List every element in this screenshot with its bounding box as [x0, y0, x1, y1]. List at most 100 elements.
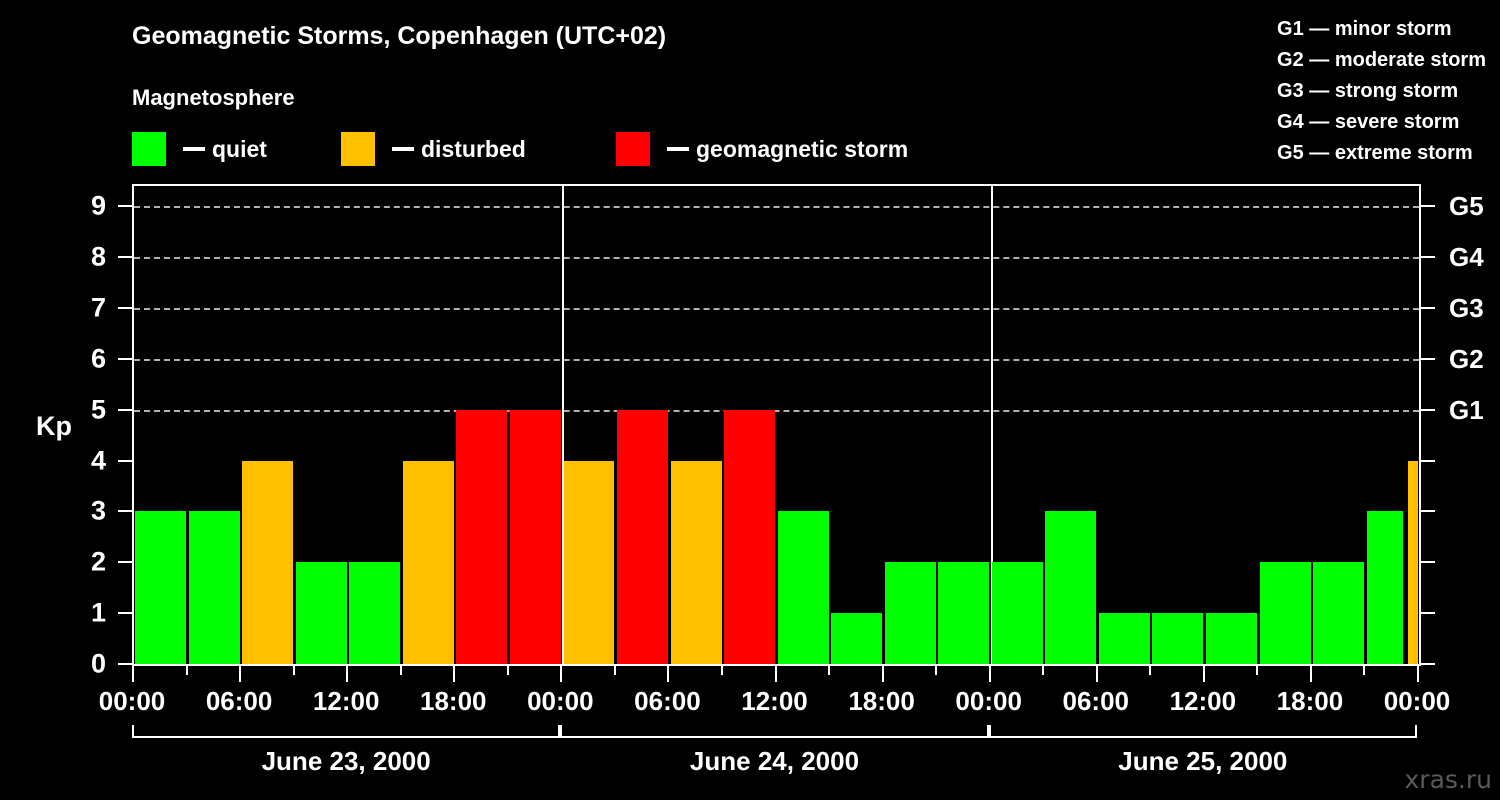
day-band-label: June 25, 2000: [1118, 746, 1288, 776]
day-separator-line: [990, 186, 993, 664]
bar-kp-5: [617, 409, 668, 664]
x-tick-label: 18:00: [420, 686, 487, 716]
day-bands: June 23, 2000 June 24, 2000 June 25, 2000: [132, 725, 1421, 796]
bar-kp-2: [938, 562, 990, 664]
y-tick-mark: [118, 205, 132, 208]
day-band: June 24, 2000: [560, 725, 989, 790]
legend-swatch-quiet: [132, 132, 166, 166]
x-tick-major: [560, 666, 563, 682]
g-tick-mark-minor: [1421, 561, 1435, 564]
g-legend-code: G1: [1277, 18, 1304, 40]
y-tick-label: 4: [90, 445, 106, 476]
g-legend-code: G3: [1277, 80, 1304, 102]
y-tick-label: 3: [90, 495, 106, 526]
g-tick-mark: [1421, 205, 1435, 208]
gridline: [134, 308, 1419, 311]
g-tick-mark: [1421, 256, 1435, 259]
day-band-label: June 23, 2000: [261, 746, 431, 776]
y-tick-mark: [118, 561, 132, 564]
x-tick-label: 06:00: [634, 686, 701, 716]
plot-inner: [134, 186, 1419, 664]
day-band: June 23, 2000: [132, 725, 561, 790]
bar-kp-5: [724, 409, 776, 664]
x-tick-major: [988, 666, 991, 682]
day-separator-line: [562, 186, 565, 664]
x-tick-label: 18:00: [848, 686, 915, 716]
bar-kp-4: [1407, 460, 1418, 664]
bar-kp-3: [777, 511, 829, 664]
bar-kp-2: [884, 562, 936, 664]
bar-kp-2: [1313, 562, 1365, 664]
g-tick-label: G5: [1449, 191, 1484, 222]
bar-kp-2: [991, 562, 1043, 664]
y-tick-label: 2: [90, 546, 106, 577]
x-tick-major: [132, 666, 134, 682]
bar-kp-3: [188, 511, 240, 664]
y-tick-label: 0: [90, 648, 106, 679]
day-band-line: [560, 736, 989, 738]
x-tick-major: [239, 666, 242, 682]
g-legend-code: G5: [1277, 142, 1304, 164]
g-legend-dash-icon: —: [1309, 18, 1330, 40]
day-band-tick-left: [560, 725, 563, 738]
g-legend-row-g2: G2 — moderate storm: [1277, 45, 1486, 76]
g-legend-row-g3: G3 — strong storm: [1277, 76, 1486, 107]
g-legend-row-g1: G1 — minor storm: [1277, 14, 1486, 45]
x-tick-major: [453, 666, 456, 682]
y-tick-mark: [118, 663, 132, 665]
subtitle: Magnetosphere: [132, 85, 295, 110]
legend-entry-disturbed: disturbed: [341, 132, 526, 166]
g-legend-dash-icon: —: [1309, 142, 1330, 164]
x-tick-major: [774, 666, 777, 682]
g-tick-label: G1: [1449, 394, 1484, 425]
x-tick-minor: [935, 666, 938, 675]
bar-kp-3: [1366, 511, 1404, 664]
bar-kp-4: [670, 460, 722, 664]
day-band-line: [988, 736, 1417, 738]
day-band-tick-left: [988, 725, 991, 738]
day-band-line: [132, 736, 561, 738]
legend-label: quiet: [212, 136, 267, 162]
g-legend-code: G4: [1277, 111, 1304, 133]
x-tick-minor: [828, 666, 831, 675]
gridline: [134, 358, 1419, 361]
plot-area: [132, 184, 1421, 666]
y-tick-label: 6: [90, 343, 106, 374]
y-tick-mark: [118, 459, 132, 462]
bar-kp-2: [1259, 562, 1311, 664]
g-legend-dash-icon: —: [1309, 111, 1330, 133]
day-band: June 25, 2000: [988, 725, 1417, 790]
y-tick-mark: [118, 510, 132, 513]
bar-kp-2: [295, 562, 347, 664]
y-axis-right-g-scale: G1 G2 G3 G4 G5: [1421, 184, 1500, 666]
g-tick-mark: [1421, 307, 1435, 310]
day-band-label: June 24, 2000: [689, 746, 860, 776]
gridline: [134, 409, 1419, 412]
bar-kp-3: [135, 511, 187, 664]
y-axis-title: Kp: [36, 411, 72, 441]
bar-kp-3: [1045, 511, 1097, 664]
bar-kp-1: [1206, 613, 1257, 664]
x-tick-minor: [506, 666, 509, 675]
y-axis-left: 0 1 2 3 4 5 6 7 8 9: [0, 184, 132, 677]
legend-entry-geomagnetic-storm: geomagnetic storm: [616, 132, 908, 166]
g-legend-description: minor storm: [1334, 18, 1452, 40]
y-tick-mark: [118, 357, 132, 360]
bar-kp-4: [402, 460, 454, 664]
day-band-tick-right: [986, 725, 989, 738]
g-legend-dash-icon: —: [1309, 80, 1330, 102]
legend-dash-icon: [667, 147, 689, 151]
day-band-tick-right: [558, 725, 561, 738]
x-axis: 00:00 06:00 12:00 18:00 00:00 06:00 12:00 18:00…: [99, 666, 1450, 726]
g-legend-description: moderate storm: [1334, 49, 1486, 71]
g-legend-code: G2: [1277, 49, 1304, 71]
bar-kp-2: [349, 562, 401, 664]
day-band-tick-left: [132, 725, 134, 738]
x-tick-minor: [185, 666, 188, 675]
x-tick-label: 18:00: [1276, 686, 1344, 716]
x-tick-minor: [399, 666, 402, 675]
y-tick-label: 5: [90, 394, 106, 425]
y-tick-mark: [118, 256, 132, 259]
g-tick-mark-minor: [1421, 510, 1435, 513]
x-tick-major: [667, 666, 670, 682]
